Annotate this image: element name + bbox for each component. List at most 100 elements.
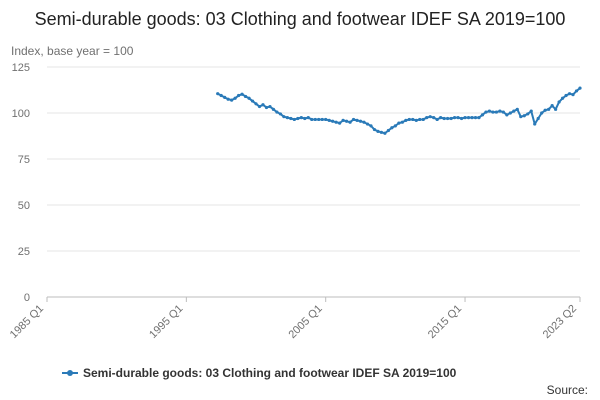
x-tick-1995-Q1: 1995 Q1 — [147, 303, 185, 341]
legend[interactable]: Semi-durable goods: 03 Clothing and foot… — [62, 366, 456, 380]
data-point — [501, 110, 505, 114]
y-tick-0: 0 — [24, 292, 30, 304]
data-point — [435, 117, 439, 122]
data-point — [233, 96, 237, 100]
data-point — [278, 112, 283, 116]
data-point — [317, 117, 321, 122]
data-point — [494, 110, 498, 114]
data-point — [574, 89, 579, 93]
data-point — [250, 99, 255, 103]
x-tick-2005-Q1: 2005 Q1 — [286, 303, 324, 341]
data-point — [341, 118, 345, 122]
data-point — [247, 96, 251, 100]
data-point — [414, 118, 418, 122]
data-point — [243, 94, 248, 99]
data-point — [376, 129, 380, 133]
data-point — [355, 118, 359, 122]
series-layer — [216, 86, 582, 135]
data-point — [505, 113, 509, 117]
data-point — [303, 116, 307, 121]
data-point — [463, 116, 467, 120]
data-point — [543, 108, 547, 112]
data-point — [400, 120, 404, 124]
data-point — [564, 93, 568, 98]
data-point — [331, 119, 335, 123]
data-point — [223, 95, 227, 99]
y-tick-labels: 0 25 50 75 100 125 — [12, 62, 30, 304]
data-point — [285, 116, 289, 120]
data-point — [432, 116, 436, 120]
data-point — [393, 124, 397, 128]
x-tick-labels: 1985 Q1 1995 Q1 2005 Q1 2015 Q1 2023 Q2 — [8, 303, 579, 341]
data-point — [418, 117, 422, 122]
data-point — [338, 121, 342, 125]
data-point — [498, 109, 502, 113]
data-point — [526, 112, 530, 116]
data-point — [466, 116, 471, 120]
data-point — [348, 120, 352, 124]
data-point — [327, 118, 331, 122]
y-tick-100: 100 — [12, 108, 30, 120]
x-tick-2015-Q1: 2015 Q1 — [426, 303, 464, 341]
data-point — [529, 109, 533, 113]
data-point — [446, 116, 450, 121]
data-point — [292, 117, 296, 122]
data-point — [508, 111, 512, 115]
y-tick-125: 125 — [12, 62, 30, 74]
data-point — [362, 120, 366, 124]
data-point — [219, 93, 223, 98]
data-point — [275, 110, 279, 114]
data-point — [452, 116, 457, 120]
data-point — [557, 100, 561, 104]
data-point — [449, 116, 453, 121]
data-point — [369, 124, 373, 128]
data-point — [268, 104, 272, 109]
data-point — [365, 122, 370, 126]
data-point — [379, 130, 384, 134]
data-point — [522, 114, 526, 118]
data-point — [428, 115, 432, 119]
y-tick-50: 50 — [18, 200, 30, 212]
legend-series-marker-icon — [62, 368, 78, 378]
data-point — [407, 117, 411, 122]
data-point — [310, 117, 314, 122]
data-point — [230, 98, 234, 102]
data-point — [442, 116, 446, 121]
data-point — [567, 92, 572, 96]
data-point — [560, 96, 565, 100]
data-point — [261, 103, 265, 107]
series-line-0 — [216, 87, 581, 135]
data-point — [473, 116, 478, 120]
data-point — [324, 117, 328, 122]
data-point — [540, 111, 544, 115]
data-point — [226, 97, 230, 101]
data-point — [536, 116, 540, 121]
data-point — [358, 119, 363, 123]
x-tick-1985-Q1: 1985 Q1 — [8, 303, 46, 341]
data-point — [397, 121, 401, 125]
data-point — [289, 116, 293, 121]
data-point — [550, 104, 554, 108]
data-point — [320, 117, 324, 122]
data-point — [306, 116, 310, 120]
data-point — [216, 92, 220, 96]
data-point — [386, 128, 390, 133]
data-point — [554, 107, 558, 111]
chart-title: Semi-durable goods: 03 Clothing and foot… — [34, 9, 566, 29]
data-point — [484, 110, 488, 114]
data-point — [425, 116, 429, 120]
data-point — [296, 116, 300, 121]
data-point — [254, 102, 258, 106]
data-point — [439, 116, 443, 120]
data-point — [237, 93, 241, 98]
data-point — [487, 109, 492, 113]
data-point — [344, 119, 349, 123]
data-point — [264, 105, 269, 110]
data-point — [491, 110, 495, 114]
data-point — [477, 116, 481, 120]
grid-lines — [46, 66, 581, 302]
x-tick-2023-Q2: 2023 Q2 — [541, 303, 579, 341]
data-point — [404, 118, 408, 122]
data-point — [313, 117, 317, 122]
